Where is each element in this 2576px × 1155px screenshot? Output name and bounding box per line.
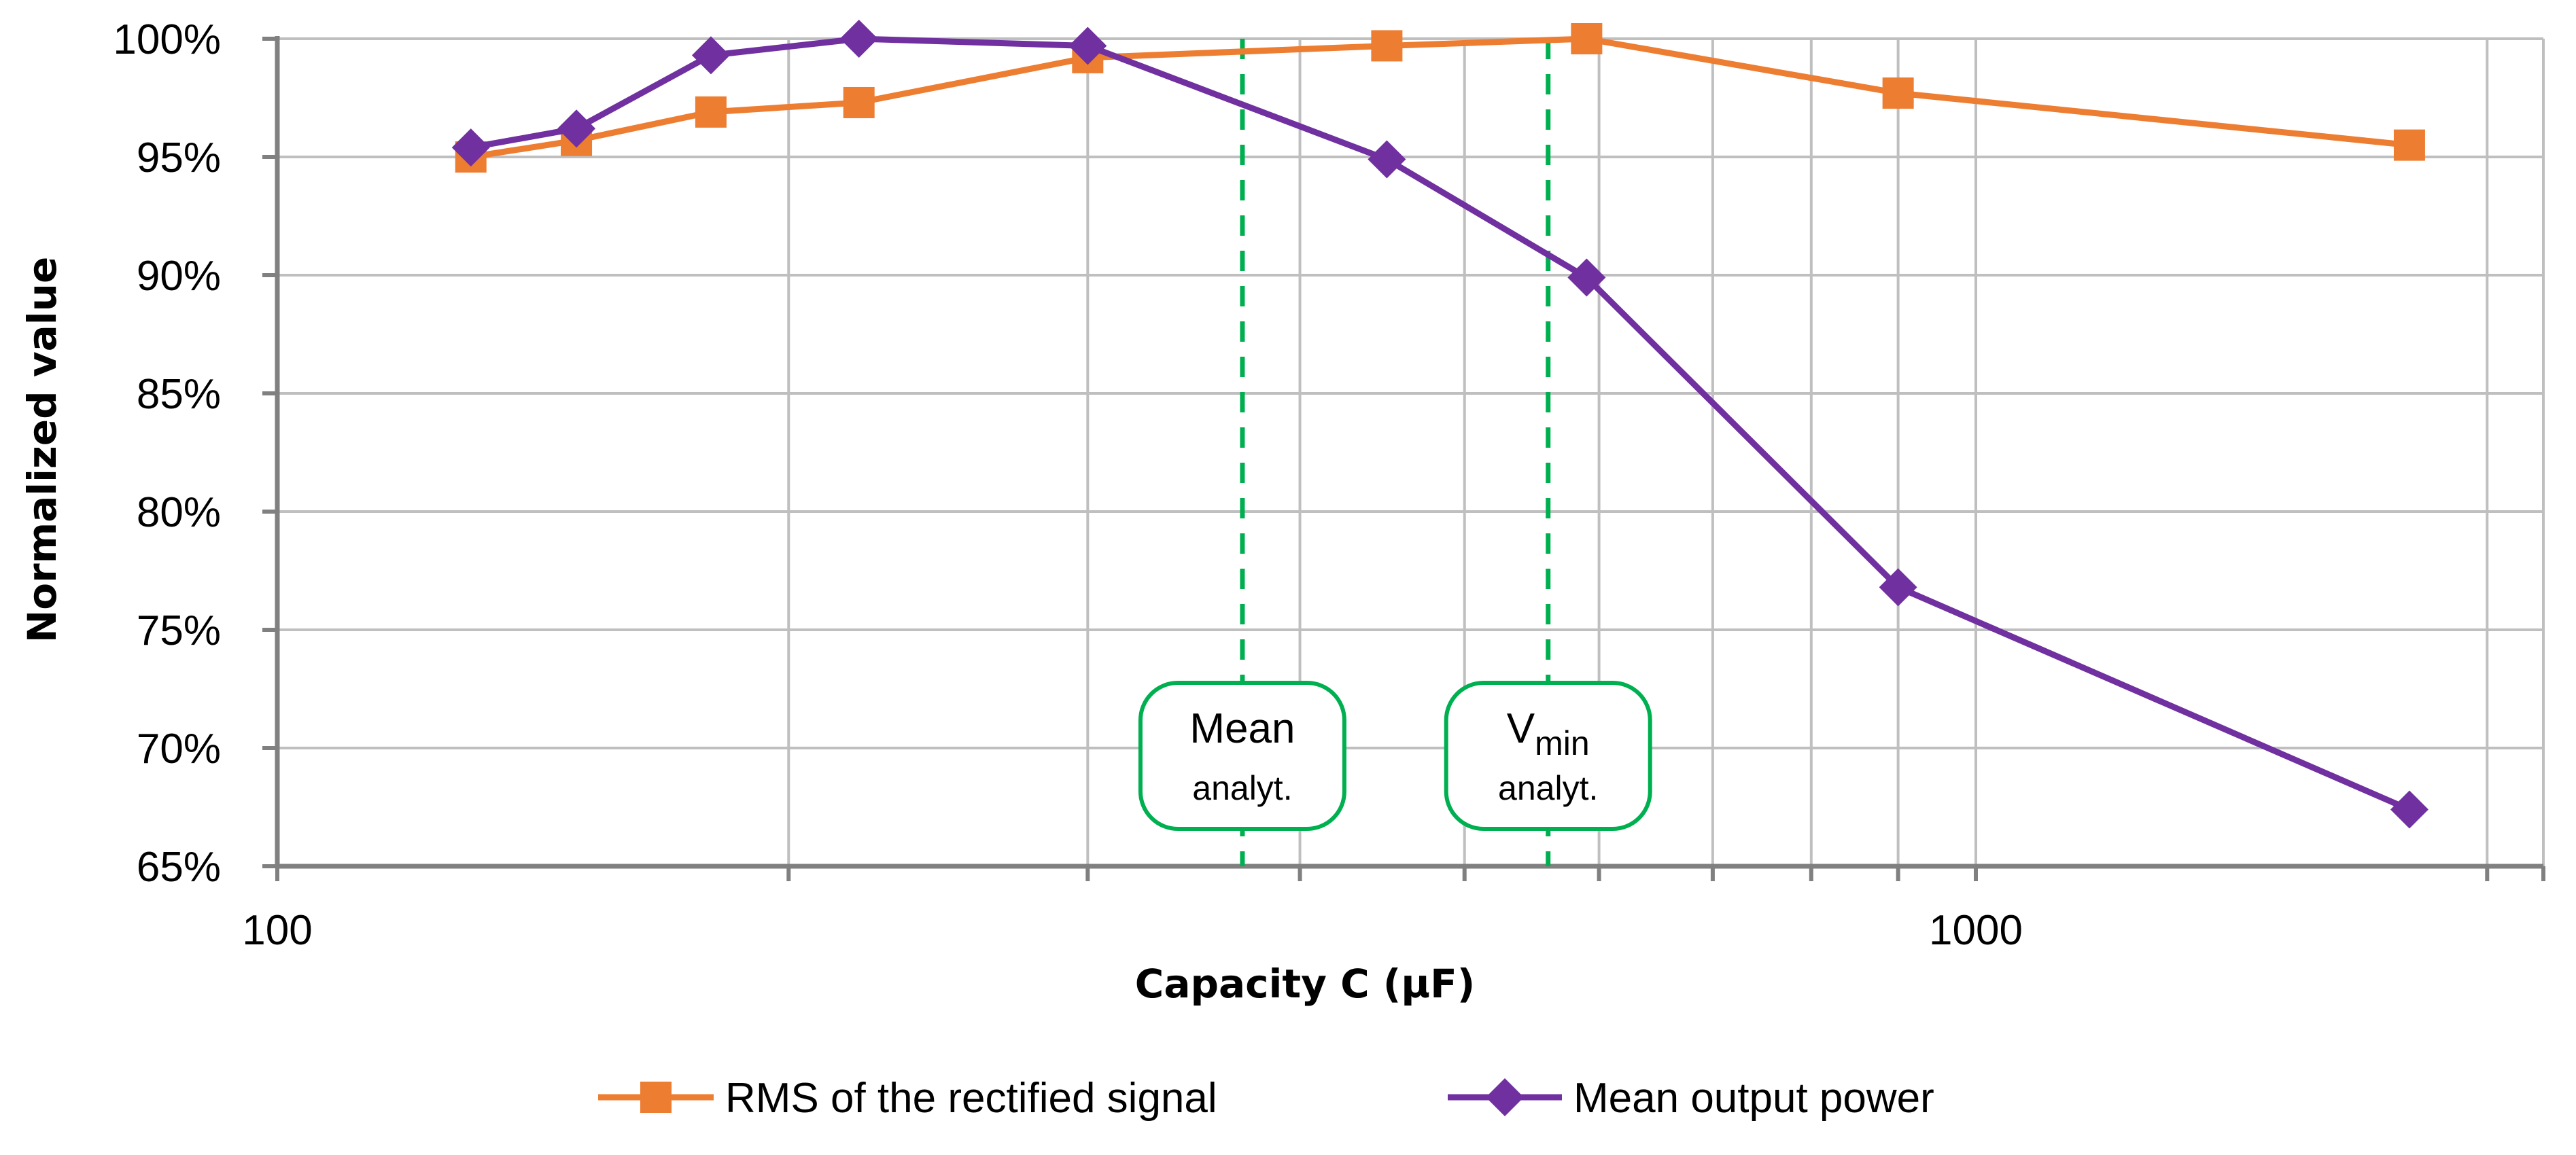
data-point-diamond (1567, 258, 1606, 297)
data-point-square (2393, 129, 2425, 161)
series-line (468, 35, 2413, 160)
annotation-title-subscript: min (1535, 724, 1590, 762)
data-point-square (1371, 30, 1403, 62)
axes (262, 36, 2545, 881)
y-tick-label: 80% (137, 489, 221, 536)
tick-labels: 65% 70% 75% 80% 85% 90% 95% 100% 100 1000 (113, 16, 2023, 954)
data-point-diamond (1879, 568, 1917, 607)
legend-label: Mean output power (1573, 1075, 1934, 1122)
y-tick-label: 70% (137, 726, 221, 772)
y-tick-label: 100% (113, 16, 221, 63)
data-point-diamond (1368, 140, 1406, 179)
annotation-box (1444, 681, 1652, 831)
x-tick-label: 1000 (1929, 907, 2023, 954)
legend-item: RMS of the rectified signal (598, 1075, 1217, 1122)
grid-lines (277, 37, 2545, 866)
data-point-square (843, 86, 875, 118)
x-axis-title: Capacity C (µF) (1135, 961, 1475, 1007)
y-tick-label: 90% (137, 253, 221, 300)
y-tick-label: 65% (137, 844, 221, 891)
x-tick-label: 100 (242, 907, 312, 954)
data-series (451, 20, 2429, 829)
data-point-square (695, 96, 727, 128)
annotation-title-main: Mean (1189, 705, 1295, 752)
annotation-subtitle: analyt. (1192, 769, 1292, 807)
y-axis-title: Normalized value (19, 257, 65, 643)
data-point-square (1571, 23, 1603, 54)
data-point-diamond (2390, 790, 2429, 829)
data-point-diamond (1486, 1078, 1524, 1116)
annotation-title-main: V (1507, 705, 1535, 752)
data-point-square (1882, 77, 1914, 109)
data-point-square (640, 1082, 672, 1113)
y-tick-label: 85% (137, 371, 221, 418)
y-tick-label: 75% (137, 607, 221, 654)
legend-item: Mean output power (1448, 1075, 1934, 1122)
reference-lines: Mean analyt. Vmin analyt. (1138, 39, 1652, 866)
annotation-title: Vmin (1507, 705, 1590, 762)
data-point-diamond (557, 109, 596, 148)
y-tick-label: 95% (137, 135, 221, 181)
data-point-diamond (1068, 26, 1107, 65)
annotation-box (1138, 681, 1346, 831)
series-rms-of-the-rectified-signal (455, 23, 2425, 173)
legend: RMS of the rectified signal Mean output p… (598, 1075, 1934, 1122)
annotation-subtitle: analyt. (1498, 769, 1598, 807)
series-line (468, 35, 2413, 813)
data-point-diamond (451, 128, 490, 167)
data-point-diamond (691, 36, 730, 75)
series-mean-output-power (451, 20, 2429, 829)
annotation-title: Mean (1189, 705, 1295, 752)
data-point-diamond (839, 20, 878, 58)
legend-label: RMS of the rectified signal (725, 1075, 1217, 1122)
